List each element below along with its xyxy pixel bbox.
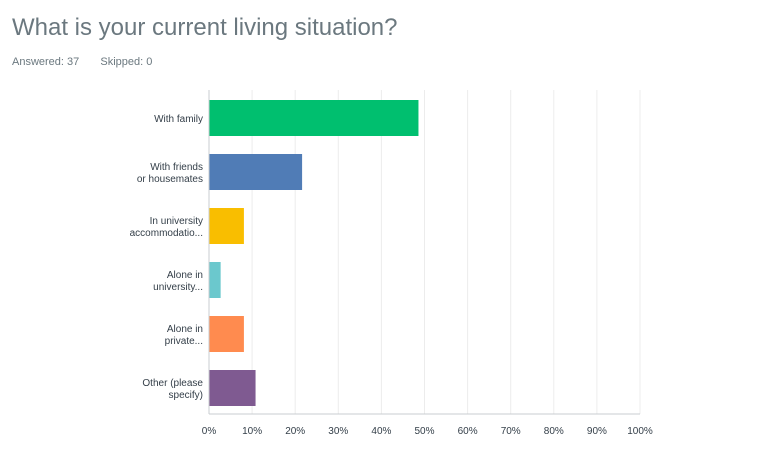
bar (209, 262, 221, 298)
bar (209, 100, 419, 136)
category-label: or housemates (137, 174, 203, 185)
category-label: Alone in (167, 270, 203, 281)
skipped-value: 0 (146, 56, 153, 68)
x-tick-label: 30% (328, 426, 348, 437)
x-tick-label: 0% (202, 426, 217, 437)
x-tick-label: 90% (587, 426, 607, 437)
bar (209, 370, 256, 406)
bar (209, 316, 244, 352)
response-stats: Answered: 37 Skipped: 0 (12, 56, 170, 68)
category-label: Other (please (142, 378, 203, 389)
x-tick-label: 60% (458, 426, 478, 437)
skipped-stat: Skipped: 0 (100, 56, 152, 68)
x-tick-label: 80% (544, 426, 564, 437)
bar (209, 154, 303, 190)
x-tick-label: 100% (627, 426, 653, 437)
category-label: university... (153, 282, 203, 293)
category-label: specify) (169, 390, 203, 401)
x-tick-label: 70% (501, 426, 521, 437)
category-label: With family (154, 114, 203, 125)
x-tick-label: 20% (285, 426, 305, 437)
bar (209, 208, 244, 244)
x-tick-label: 50% (414, 426, 434, 437)
x-tick-label: 10% (242, 426, 262, 437)
question-title: What is your current living situation? (12, 14, 398, 41)
answered-value: 37 (67, 56, 80, 68)
x-tick-label: 40% (371, 426, 391, 437)
category-label: In university (150, 216, 203, 227)
category-label: accommodatio... (130, 228, 203, 239)
skipped-label: Skipped: (100, 56, 144, 68)
answered-stat: Answered: 37 (12, 56, 82, 68)
category-label: Alone in (167, 324, 203, 335)
category-label: private... (165, 336, 203, 347)
category-label: With friends (150, 162, 203, 173)
answered-label: Answered: (12, 56, 64, 68)
